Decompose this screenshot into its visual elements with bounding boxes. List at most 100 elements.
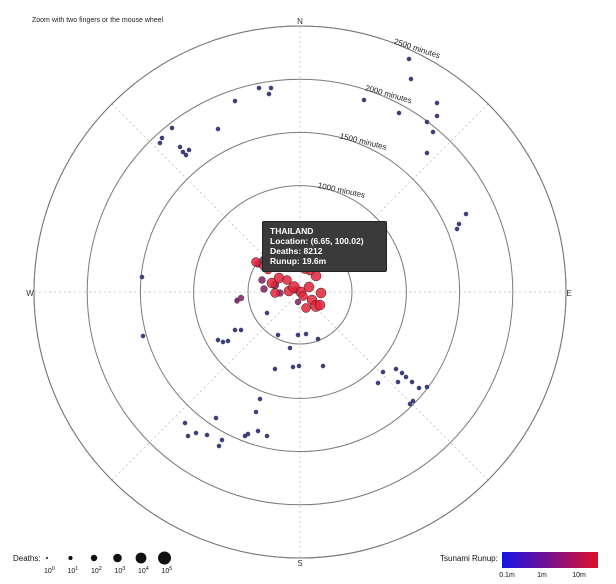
- event-point[interactable]: [253, 409, 259, 415]
- event-point[interactable]: [410, 398, 416, 404]
- event-point[interactable]: [375, 380, 381, 386]
- event-point[interactable]: [315, 336, 321, 342]
- event-point[interactable]: [403, 374, 409, 380]
- event-point[interactable]: [157, 140, 163, 146]
- event-point[interactable]: [275, 332, 281, 338]
- event-point[interactable]: [232, 98, 238, 104]
- event-point[interactable]: [424, 384, 430, 390]
- event-point[interactable]: [295, 332, 301, 338]
- event-point[interactable]: [268, 85, 274, 91]
- deaths-size-marker: [46, 557, 48, 559]
- event-point[interactable]: [272, 366, 278, 372]
- event-point[interactable]: [215, 126, 221, 132]
- event-point[interactable]: [220, 339, 226, 345]
- ring-1000: [193, 185, 407, 399]
- event-point[interactable]: [409, 379, 415, 385]
- event-point[interactable]: [380, 369, 386, 375]
- event-point[interactable]: [139, 274, 145, 280]
- event-point[interactable]: [424, 119, 430, 125]
- event-point[interactable]: [186, 147, 192, 153]
- runup-legend-title: Tsunami Runup:: [440, 554, 498, 563]
- event-point[interactable]: [395, 379, 401, 385]
- event-point[interactable]: [234, 298, 240, 304]
- event-point[interactable]: [213, 415, 219, 421]
- event-point[interactable]: [290, 364, 296, 370]
- event-point[interactable]: [396, 110, 402, 116]
- event-point[interactable]: [406, 56, 412, 62]
- deaths-size-marker: [135, 552, 147, 564]
- event-point[interactable]: [193, 430, 199, 436]
- event-point[interactable]: [216, 443, 222, 449]
- event-point[interactable]: [257, 396, 263, 402]
- event-point[interactable]: [215, 337, 221, 343]
- event-point[interactable]: [264, 433, 270, 439]
- deaths-size-marker: [113, 553, 122, 563]
- event-point[interactable]: [407, 401, 413, 407]
- event-point[interactable]: [399, 370, 405, 376]
- event-point[interactable]: [314, 299, 326, 311]
- event-point[interactable]: [320, 363, 326, 369]
- event-point[interactable]: [434, 100, 440, 106]
- event-point[interactable]: [282, 275, 292, 285]
- event-point[interactable]: [434, 113, 440, 119]
- runup-tick-label: 10m: [572, 572, 586, 579]
- event-point[interactable]: [270, 288, 280, 298]
- event-point[interactable]: [251, 257, 261, 267]
- event-point[interactable]: [408, 76, 414, 82]
- event-point[interactable]: [219, 437, 225, 443]
- tooltip-deaths: Deaths: 8212: [270, 246, 323, 256]
- runup-tick-label: 1m: [537, 572, 547, 579]
- event-point[interactable]: [303, 331, 309, 337]
- event-point[interactable]: [159, 135, 165, 141]
- ring-label-1000: 1000 minutes: [317, 181, 366, 200]
- event-point[interactable]: [232, 327, 238, 333]
- event-point[interactable]: [180, 149, 186, 155]
- deaths-tick-label: 101: [68, 566, 79, 575]
- event-point[interactable]: [301, 303, 311, 313]
- event-point[interactable]: [315, 287, 327, 299]
- event-point[interactable]: [456, 221, 462, 227]
- zoom-hint: Zoom with two fingers or the mouse wheel: [32, 17, 164, 24]
- event-point[interactable]: [361, 97, 367, 103]
- runup-tick-label: 0.1m: [499, 572, 515, 579]
- event-point[interactable]: [264, 310, 270, 316]
- event-point[interactable]: [204, 432, 210, 438]
- event-point[interactable]: [256, 85, 262, 91]
- deaths-size-marker: [158, 551, 171, 565]
- event-point[interactable]: [258, 276, 266, 284]
- east-label: E: [566, 289, 571, 298]
- event-point[interactable]: [294, 298, 302, 306]
- ring-label-2500: 2500 minutes: [393, 37, 441, 60]
- event-point[interactable]: [298, 291, 308, 301]
- tooltip-location: Location: (6.65, 100.02): [270, 236, 364, 246]
- deaths-tick-label: 105: [162, 566, 173, 575]
- event-point[interactable]: [303, 281, 315, 293]
- event-point[interactable]: [238, 327, 244, 333]
- event-point[interactable]: [255, 428, 261, 434]
- ring-label-2000: 2000 minutes: [364, 83, 413, 105]
- event-point[interactable]: [177, 144, 183, 150]
- north-label: N: [297, 17, 303, 26]
- event-point[interactable]: [260, 285, 268, 293]
- event-point[interactable]: [393, 366, 399, 372]
- event-point[interactable]: [463, 211, 469, 217]
- event-point[interactable]: [430, 129, 436, 135]
- event-point[interactable]: [183, 152, 189, 158]
- event-point[interactable]: [185, 433, 191, 439]
- event-point[interactable]: [296, 363, 302, 369]
- event-point[interactable]: [140, 333, 146, 339]
- event-point[interactable]: [454, 226, 460, 232]
- event-point[interactable]: [182, 420, 188, 426]
- event-point[interactable]: [424, 150, 430, 156]
- ring-1500: [139, 131, 461, 453]
- event-point[interactable]: [416, 385, 422, 391]
- event-point[interactable]: [266, 91, 272, 97]
- event-point[interactable]: [245, 431, 251, 437]
- event-point[interactable]: [169, 125, 175, 131]
- deaths-legend-title: Deaths:: [13, 554, 41, 563]
- deaths-tick-label: 104: [138, 566, 149, 575]
- event-point[interactable]: [225, 338, 231, 344]
- event-point[interactable]: [287, 345, 293, 351]
- event-point[interactable]: [237, 294, 245, 302]
